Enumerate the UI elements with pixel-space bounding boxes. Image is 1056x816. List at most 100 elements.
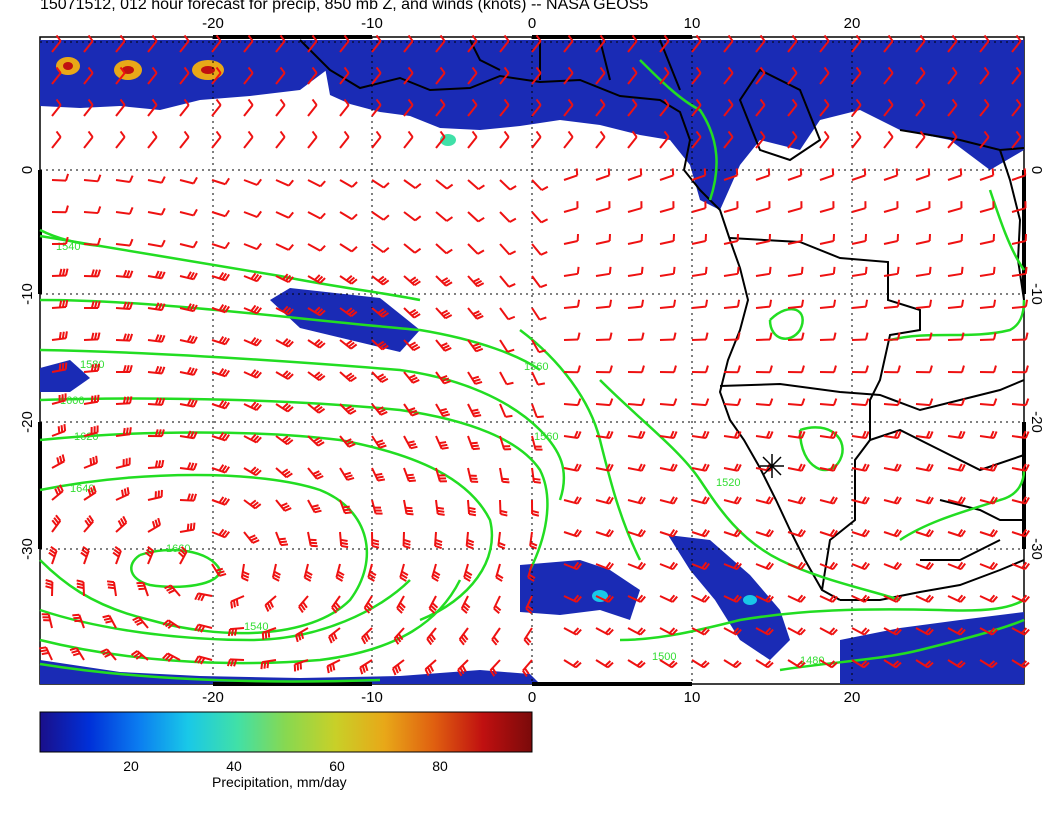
country-borders-3 [869,428,1025,472]
contour-1560 [39,298,541,372]
wind-barb [1011,168,1027,181]
wind-barb [51,98,62,117]
wind-barb [787,299,805,309]
wind-barb [499,499,508,517]
wind-barb [1011,299,1029,309]
wind-barb [787,398,806,407]
wind-barb [435,34,446,53]
wind-barb [435,179,454,190]
wind-barb [467,467,479,483]
wind-barb [787,332,805,341]
wind-barb [435,403,451,418]
lon-tick-label: -20 [202,689,224,706]
wind-barb [723,266,740,277]
wind-barb [915,168,931,181]
wind-barb [147,130,158,149]
wind-barb [136,581,149,597]
wind-barb [691,561,710,571]
wind-barb [431,563,441,582]
wind-barb [915,627,934,636]
wind-barb [627,266,644,277]
wind-barb [499,98,510,117]
wind-barb [275,370,294,380]
wind-barb [403,339,421,352]
wind-barb [467,130,478,149]
wind-barb [115,301,134,311]
wind-barb [307,403,326,414]
wind-barb [755,34,766,53]
precip-north-band [40,40,340,110]
wind-barb [435,243,453,255]
wind-barb [177,546,188,565]
wind-barb [424,659,437,676]
wind-barb [947,659,966,669]
wind-barb [467,98,478,117]
wind-barb [915,130,926,149]
wind-barb [211,464,230,474]
wind-barb [915,430,934,439]
wind-barb [595,430,614,439]
wind-barb [83,455,98,469]
wind-barb [947,266,964,277]
wind-barb [531,243,548,256]
wind-barb [460,595,471,614]
wind-barb [531,66,542,85]
wind-barb [179,98,190,117]
wind-barb [463,563,473,582]
wind-barb [563,627,582,636]
wind-barb [531,435,543,451]
wind-barb [755,266,772,277]
wind-barb [883,201,899,213]
wind-barb [595,266,612,277]
east-coast [999,149,1025,301]
wind-barb [755,594,774,603]
wind-barb [627,34,638,53]
wind-barb [100,648,117,661]
wind-barb [403,371,420,384]
wind-barb [499,339,515,353]
country-borders-6 [469,39,681,91]
wind-barb [851,659,870,669]
colorbar-label: Precipitation, mm/day [212,774,347,790]
wind-barb [691,496,710,505]
wind-barb [51,299,69,309]
wind-barb [563,98,574,117]
wind-barb [723,299,741,309]
wind-barb [723,168,739,181]
lat-tick-label: -10 [19,283,36,305]
lon-tick-label: 10 [684,15,701,32]
coastlines [299,39,1025,601]
wind-barb [83,300,101,309]
wind-barb [115,364,133,374]
wind-barb [979,365,997,374]
wind-barb [787,66,798,85]
wind-barb [402,531,411,549]
colorbar [39,711,533,753]
wind-barb [947,496,966,505]
wind-barb [979,430,998,439]
wind-barb [147,459,165,469]
wind-barb [51,173,70,182]
wind-barb [691,627,710,636]
wind-barb [499,403,513,418]
wind-barb [115,175,134,184]
wind-barb [112,546,122,565]
wind-barb [493,595,502,614]
wind-barb [915,365,933,374]
wind-barb [371,34,382,53]
wind-barb [226,658,245,667]
wind-barb [115,396,133,405]
wind-barb [243,272,262,283]
wind-barb [499,307,516,321]
wind-barb [307,338,326,349]
wind-barb [787,430,806,439]
wind-barb [339,243,358,253]
wind-barb [499,66,510,85]
contour-label: 1520 [716,477,740,489]
wind-barb [627,332,645,341]
wind-barb [659,496,678,505]
wind-barb [403,467,416,483]
wind-barb [243,34,254,53]
wind-barb [691,98,702,117]
wind-barb [627,496,646,505]
